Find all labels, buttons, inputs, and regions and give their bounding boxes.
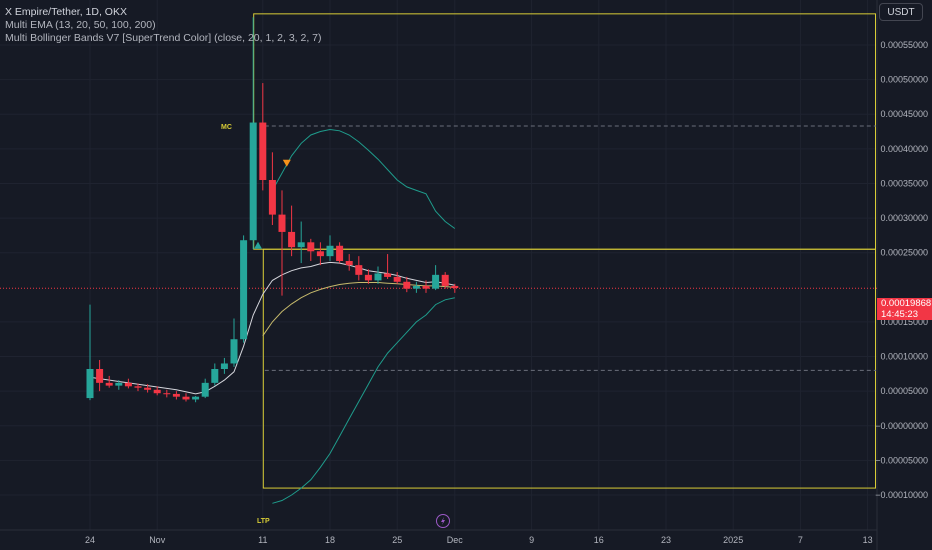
- bollinger-upper-band: [271, 128, 456, 229]
- candle-body: [326, 245, 334, 257]
- candle-body: [422, 285, 430, 289]
- candle-body: [441, 274, 449, 286]
- candle-body: [278, 214, 286, 232]
- candle-body: [451, 285, 459, 288]
- y-tick-label: 0.00015000: [880, 317, 928, 327]
- chart-legend: X Empire/Tether, 1D, OKX Multi EMA (13, …: [5, 6, 322, 45]
- x-tick-label: 23: [661, 535, 671, 545]
- candle-body: [249, 122, 257, 241]
- candle-body: [364, 274, 372, 281]
- candle-body: [307, 242, 315, 252]
- supertrend-up-marker: [254, 241, 262, 249]
- countdown-label: 14:45:23: [877, 309, 932, 320]
- symbol-title[interactable]: X Empire/Tether, 1D, OKX: [5, 6, 127, 18]
- candle-body: [355, 265, 363, 275]
- x-tick-label: 2025: [723, 535, 743, 545]
- ltp-label: LTP: [257, 518, 270, 525]
- x-tick-label: 24: [85, 535, 95, 545]
- candle-body: [412, 285, 420, 289]
- x-tick-label: Dec: [447, 535, 464, 545]
- candle-body: [374, 273, 382, 281]
- y-tick-label: 0.00045000: [880, 109, 928, 119]
- x-tick-label: Nov: [149, 535, 166, 545]
- ema-slow-line: [262, 282, 455, 337]
- candle-body: [393, 276, 401, 282]
- bollinger-lower-band: [272, 297, 455, 504]
- candle-body: [144, 387, 152, 390]
- lightning-icon: [436, 514, 450, 528]
- y-tick-label: −0.00005000: [875, 455, 928, 465]
- x-tick-label: 13: [863, 535, 873, 545]
- mc-label: MC: [221, 124, 232, 131]
- x-tick-label: 7: [798, 535, 803, 545]
- x-tick-label: 9: [529, 535, 534, 545]
- candle-body: [288, 231, 296, 248]
- y-tick-label: 0.00035000: [880, 178, 928, 188]
- supertrend-down-marker: [282, 159, 291, 167]
- y-tick-label: 0.00025000: [880, 248, 928, 258]
- candle-body: [345, 261, 353, 266]
- candle-body: [163, 393, 171, 395]
- candle-body: [211, 369, 219, 383]
- y-tick-label: 0.00005000: [880, 386, 928, 396]
- candle-body: [115, 382, 123, 386]
- candle-body: [316, 251, 324, 257]
- candle-body: [336, 245, 344, 261]
- candle-body: [105, 382, 113, 386]
- candle-body: [201, 382, 209, 397]
- candle-body: [124, 382, 132, 387]
- candle-body: [86, 369, 94, 399]
- candle-body: [134, 386, 142, 388]
- candle-body: [230, 339, 238, 364]
- candle-body: [297, 242, 305, 248]
- y-tick-label: 0.00030000: [880, 213, 928, 223]
- candle-body: [240, 240, 248, 340]
- candle-body: [403, 281, 411, 289]
- ema-fast-line: [89, 261, 455, 395]
- ema-indicator-label[interactable]: Multi EMA (13, 20, 50, 100, 200): [5, 19, 156, 31]
- bollinger-indicator-label[interactable]: Multi Bollinger Bands V7 [SuperTrend Col…: [5, 32, 322, 44]
- y-tick-label: 0.00050000: [880, 75, 928, 85]
- candle-body: [182, 396, 190, 400]
- y-tick-label: 0.00055000: [880, 40, 928, 50]
- mc-box: [253, 13, 876, 250]
- candle-body: [192, 396, 200, 400]
- candle-body: [268, 180, 276, 215]
- x-tick-label: 11: [258, 535, 267, 545]
- ltp-box: [262, 248, 876, 489]
- candle-body: [96, 369, 104, 383]
- y-tick-label: −0.00000000: [875, 421, 928, 431]
- x-tick-label: 18: [325, 535, 335, 545]
- y-tick-label: −0.00010000: [875, 490, 928, 500]
- y-tick-label: 0.00040000: [880, 144, 928, 154]
- x-tick-label: 16: [594, 535, 604, 545]
- candle-body: [172, 393, 180, 397]
- lightning-bolt-icon: [441, 517, 445, 525]
- candle-body: [432, 274, 440, 289]
- candle-body: [220, 363, 228, 369]
- candle-body: [384, 273, 392, 277]
- currency-button[interactable]: USDT: [879, 3, 923, 21]
- current-price-label: 0.00019868: [877, 298, 932, 309]
- candle-body: [153, 389, 161, 394]
- x-tick-label: 25: [392, 535, 402, 545]
- y-tick-label: 0.00010000: [880, 352, 928, 362]
- candle-body: [259, 122, 267, 180]
